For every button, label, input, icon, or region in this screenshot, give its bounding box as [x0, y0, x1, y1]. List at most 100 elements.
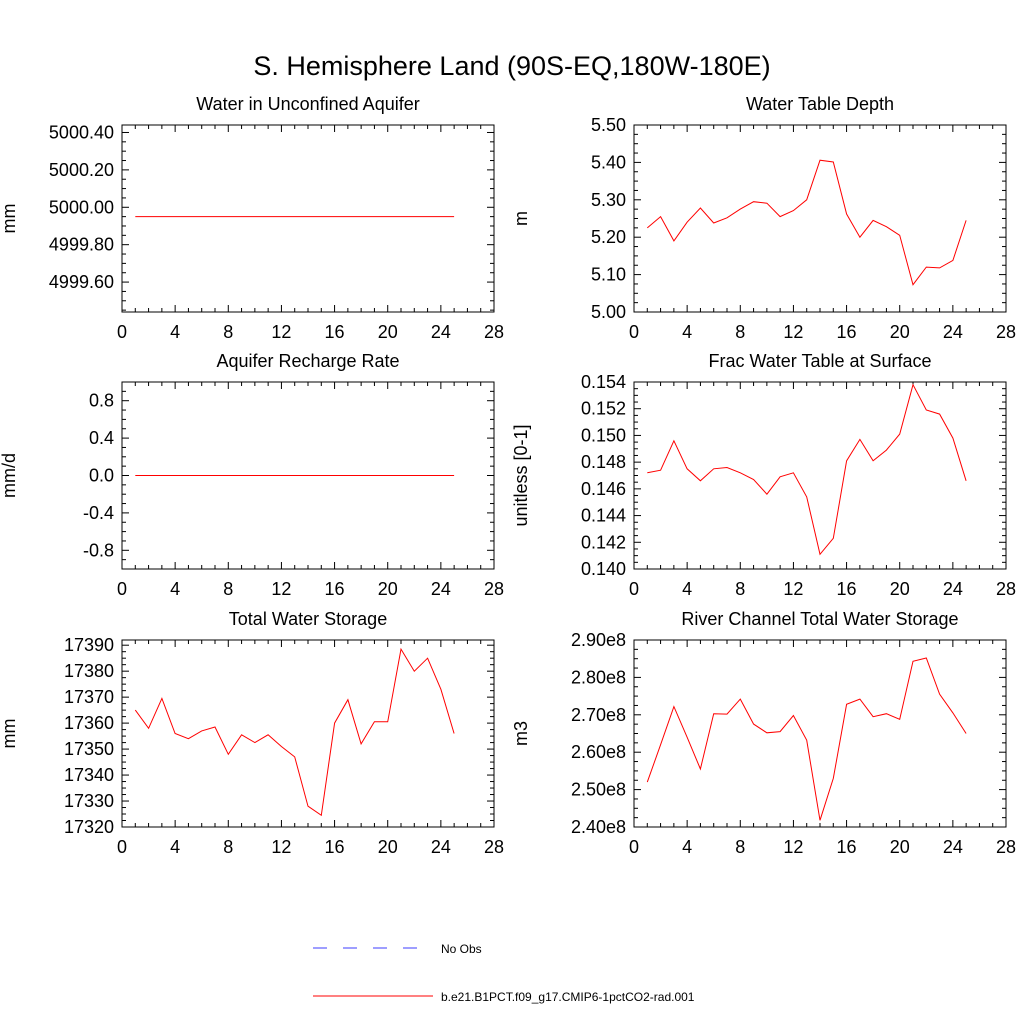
x-tick-label: 28	[996, 837, 1016, 857]
x-tick-label: 20	[378, 579, 398, 599]
panels: Water in Unconfined Aquifer mm 0 4 8 12 16 20 24…	[0, 94, 1016, 857]
panel-title: Frac Water Table at Surface	[708, 351, 931, 371]
x-tick-label: 8	[223, 837, 233, 857]
y-tick-label: 5.20	[591, 227, 626, 247]
x-tick-label: 4	[682, 322, 692, 342]
panel-title: Water in Unconfined Aquifer	[196, 94, 419, 114]
y-tick-label: 2.50e8	[571, 780, 626, 800]
plot-frame	[633, 639, 1007, 828]
plot-frame	[121, 639, 495, 828]
x-tick-label: 24	[943, 579, 963, 599]
y-tick-label: 5.10	[591, 265, 626, 285]
panel-title: River Channel Total Water Storage	[681, 609, 958, 629]
x-tick-label: 0	[629, 837, 639, 857]
y-tick-label: 2.40e8	[571, 817, 626, 837]
y-tick-label: 17390	[64, 635, 114, 655]
x-tick-label: 0	[117, 322, 127, 342]
y-tick-label: 4999.60	[49, 272, 114, 292]
x-tick-label: 20	[378, 837, 398, 857]
x-tick-label: 16	[837, 322, 857, 342]
x-tick-label: 12	[783, 579, 803, 599]
plot-frame	[121, 124, 495, 313]
x-tick-label: 12	[271, 322, 291, 342]
y-axis-label: unitless [0-1]	[511, 424, 531, 526]
y-tick-label: 0.8	[89, 391, 114, 411]
x-tick-label: 12	[783, 837, 803, 857]
y-tick-label: 5000.00	[49, 197, 114, 217]
figure-title: S. Hemisphere Land (90S-EQ,180W-180E)	[253, 51, 770, 81]
x-tick-label: 16	[325, 837, 345, 857]
x-tick-label: 28	[996, 579, 1016, 599]
plot-frame	[633, 381, 1007, 570]
x-tick-label: 0	[629, 322, 639, 342]
y-tick-label: -0.4	[83, 503, 114, 523]
x-tick-label: 24	[431, 322, 451, 342]
x-tick-label: 28	[996, 322, 1016, 342]
x-tick-label: 8	[223, 579, 233, 599]
y-tick-label: 2.60e8	[571, 742, 626, 762]
x-tick-label: 28	[484, 837, 504, 857]
panel-1: Water in Unconfined Aquifer mm 0 4 8 12 16 20 24…	[0, 94, 504, 342]
panel-title: Total Water Storage	[229, 609, 387, 629]
y-tick-label: 0.146	[581, 479, 626, 499]
y-tick-label: 5.50	[591, 115, 626, 135]
y-tick-label: 2.90e8	[571, 630, 626, 650]
y-axis-label: m	[511, 211, 531, 226]
x-tick-label: 28	[484, 322, 504, 342]
x-tick-label: 16	[837, 837, 857, 857]
x-tick-label: 12	[783, 322, 803, 342]
x-tick-label: 8	[735, 579, 745, 599]
y-tick-label: 17380	[64, 661, 114, 681]
x-tick-label: 20	[890, 837, 910, 857]
x-tick-label: 20	[890, 322, 910, 342]
x-tick-label: 0	[117, 579, 127, 599]
y-tick-label: 0.140	[581, 559, 626, 579]
x-tick-label: 8	[223, 322, 233, 342]
y-tick-label: 17370	[64, 687, 114, 707]
x-tick-label: 8	[735, 322, 745, 342]
series-line	[646, 657, 967, 821]
panel-title: Aquifer Recharge Rate	[216, 351, 399, 371]
series-line	[134, 647, 455, 817]
y-tick-label: 0.142	[581, 532, 626, 552]
y-tick-label: 5000.20	[49, 160, 114, 180]
x-tick-label: 16	[325, 322, 345, 342]
y-tick-label: 5.00	[591, 302, 626, 322]
y-tick-label: 0.4	[89, 428, 114, 448]
panel-4: Frac Water Table at Surface unitless [0-1…	[511, 351, 1016, 599]
x-tick-label: 4	[170, 837, 180, 857]
y-tick-label: 0.154	[581, 372, 626, 392]
x-tick-label: 12	[271, 579, 291, 599]
y-axis-label: mm	[0, 719, 19, 749]
y-tick-label: 17360	[64, 713, 114, 733]
x-tick-label: 4	[170, 579, 180, 599]
x-tick-label: 0	[117, 837, 127, 857]
y-axis-label: mm/d	[0, 453, 19, 498]
y-tick-label: 17350	[64, 739, 114, 759]
y-tick-label: -0.8	[83, 540, 114, 560]
x-tick-label: 8	[735, 837, 745, 857]
y-tick-label: 0.144	[581, 506, 626, 526]
y-tick-label: 0.150	[581, 425, 626, 445]
panel-3: Aquifer Recharge Rate mm/d 0 4 8 12 16 20 24 28 -0…	[0, 351, 504, 599]
y-tick-label: 5000.40	[49, 122, 114, 142]
y-tick-label: 0.152	[581, 399, 626, 419]
y-tick-label: 5.40	[591, 152, 626, 172]
x-tick-label: 4	[682, 579, 692, 599]
y-tick-label: 17320	[64, 817, 114, 837]
y-tick-label: 0.148	[581, 452, 626, 472]
x-tick-label: 24	[943, 837, 963, 857]
y-tick-label: 4999.80	[49, 235, 114, 255]
x-tick-label: 16	[837, 579, 857, 599]
y-tick-label: 5.30	[591, 190, 626, 210]
legend-model-label: b.e21.B1PCT.f09_g17.CMIP6-1pctCO2-rad.00…	[441, 990, 695, 1004]
panel-6: River Channel Total Water Storage m3 0 4 8 12…	[511, 609, 1016, 857]
x-tick-label: 20	[890, 579, 910, 599]
x-tick-label: 20	[378, 322, 398, 342]
y-tick-label: 17330	[64, 791, 114, 811]
x-tick-label: 28	[484, 579, 504, 599]
y-tick-label: 2.80e8	[571, 667, 626, 687]
y-axis-label: m3	[511, 721, 531, 746]
x-tick-label: 0	[629, 579, 639, 599]
